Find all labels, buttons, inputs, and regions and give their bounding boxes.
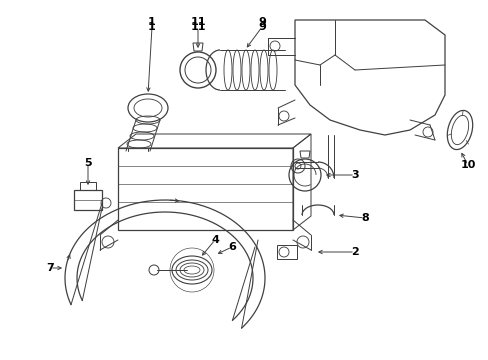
Text: 1: 1 [148,22,156,32]
Text: 9: 9 [258,17,265,27]
Text: 1: 1 [148,17,156,27]
Text: 11: 11 [190,17,205,27]
Text: 10: 10 [459,160,475,170]
Text: 5: 5 [84,158,92,168]
Text: 11: 11 [190,22,205,32]
Text: 9: 9 [258,22,265,32]
Text: 3: 3 [350,170,358,180]
Text: 2: 2 [350,247,358,257]
Text: 6: 6 [227,242,235,252]
Text: 4: 4 [211,235,219,245]
Text: 7: 7 [46,263,54,273]
Text: 8: 8 [360,213,368,223]
